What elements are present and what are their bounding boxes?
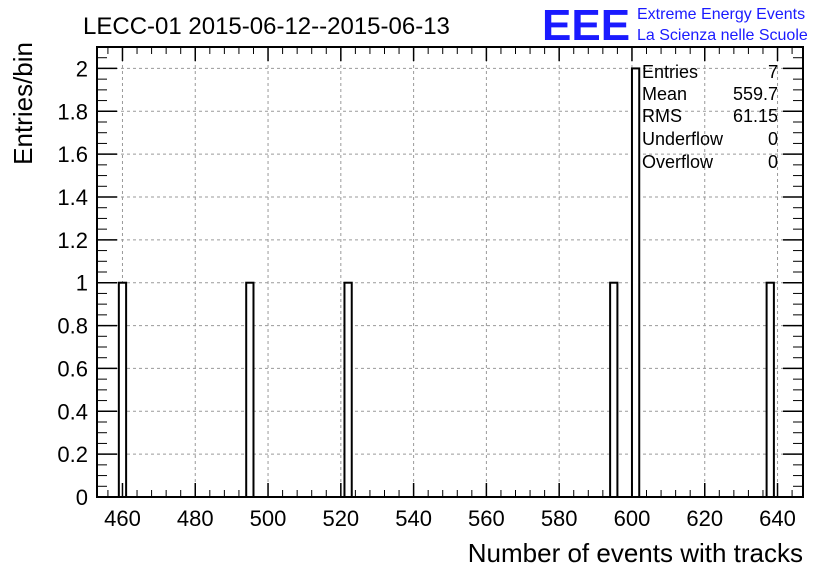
chart-title: LECC-01 2015-06-12--2015-06-13 — [83, 13, 450, 40]
y-tick-label: 2 — [76, 56, 88, 81]
y-tick-label: 1.4 — [57, 185, 88, 210]
y-tick-label: 1.8 — [57, 99, 88, 124]
x-tick-label: 600 — [614, 506, 651, 531]
x-tick-label: 520 — [322, 506, 359, 531]
stats-box: Entries 7 Mean 559.7 RMS 61.15 Underflow… — [642, 62, 778, 172]
logo-line-1: Extreme Energy Events — [637, 6, 805, 23]
logo-letters: EEE — [542, 1, 630, 50]
stats-value-mean: 559.7 — [733, 84, 778, 104]
stats-label-mean: Mean — [642, 84, 687, 104]
x-axis-label: Number of events with tracks — [468, 538, 803, 568]
histogram-bar — [630, 67, 641, 499]
stats-value-entries: 7 — [768, 62, 778, 82]
y-tick-label: 0.8 — [57, 314, 88, 339]
grid-lines — [97, 47, 803, 497]
axis-ticks — [97, 46, 803, 498]
x-tick-label: 500 — [250, 506, 287, 531]
histogram-bar — [343, 281, 353, 499]
tick-labels: 460 480 500 520 540 560 580 600 620 640 0 0.2 0.4 0.6… — [57, 56, 795, 531]
stats-label-overflow: Overflow — [642, 152, 714, 172]
y-tick-label: 0 — [76, 485, 88, 510]
x-tick-label: 460 — [104, 506, 141, 531]
y-tick-label: 0.2 — [57, 442, 88, 467]
histogram-bar — [765, 281, 775, 499]
y-tick-label: 1.6 — [57, 142, 88, 167]
x-tick-label: 640 — [759, 506, 796, 531]
stats-value-underflow: 0 — [768, 129, 778, 149]
x-tick-label: 580 — [541, 506, 578, 531]
stats-label-rms: RMS — [642, 106, 682, 126]
stats-value-rms: 61.15 — [733, 106, 778, 126]
stats-label-underflow: Underflow — [642, 129, 724, 149]
eee-logo: EEE Extreme Energy Events La Scienza nel… — [542, 1, 808, 50]
x-tick-label: 480 — [177, 506, 214, 531]
histogram-bar — [609, 281, 619, 499]
y-tick-label: 0.4 — [57, 399, 88, 424]
plot-frame — [96, 46, 804, 498]
x-tick-label: 540 — [395, 506, 432, 531]
x-tick-label: 560 — [468, 506, 505, 531]
histogram-bar — [245, 281, 255, 499]
y-tick-label: 1.2 — [57, 228, 88, 253]
stats-value-overflow: 0 — [768, 152, 778, 172]
logo-line-2: La Scienza nelle Scuole — [637, 27, 808, 44]
y-axis-label: Entries/bin — [8, 42, 38, 165]
y-tick-label: 0.6 — [57, 356, 88, 381]
x-tick-label: 620 — [686, 506, 723, 531]
histogram-bar — [117, 281, 128, 499]
stats-label-entries: Entries — [642, 62, 698, 82]
y-tick-label: 1 — [76, 271, 88, 296]
